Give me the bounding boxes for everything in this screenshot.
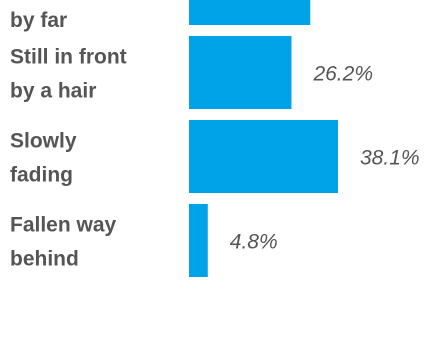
bar-3 — [189, 204, 208, 277]
value-label-3: 4.8% — [230, 231, 278, 254]
bar-1 — [189, 36, 292, 109]
value-label-0: 31% — [332, 0, 374, 2]
value-label-1: 26.2% — [312, 63, 373, 86]
category-labels-group: by far Still in front by a hair Slowly fadin… — [10, 9, 127, 271]
category-label-2-line-1: fading — [10, 164, 73, 187]
category-label-1-line-0: Still in front — [10, 46, 127, 69]
value-label-2: 38.1% — [360, 147, 420, 170]
bar-0 — [189, 0, 311, 25]
value-labels-group: 31% 26.2% 38.1% 4.8% — [230, 0, 420, 254]
category-label-2-line-0: Slowly — [10, 130, 77, 153]
category-label-1-line-1: by a hair — [10, 80, 96, 103]
bar-2 — [189, 120, 338, 193]
category-label-0-line-0: by far — [10, 9, 67, 32]
category-label-3-line-0: Fallen way — [10, 214, 117, 237]
bars-group — [189, 0, 338, 277]
category-label-3-line-1: behind — [10, 248, 79, 271]
